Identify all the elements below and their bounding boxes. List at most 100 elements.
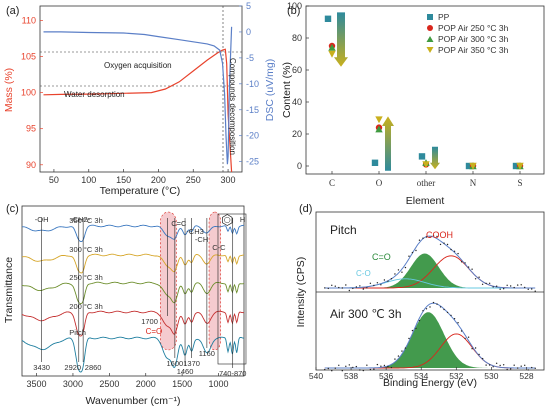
panel-c-aromatic-box [217, 213, 247, 365]
panel-a-ytick: 95 [26, 124, 36, 134]
panel-d-data-point [531, 288, 533, 290]
panel-d-frame [315, 211, 545, 371]
panel-a-y2tick: 0 [246, 27, 251, 37]
panel-d-data-point [527, 288, 529, 290]
panel-c-peak-label: 1370 [183, 359, 200, 368]
panel-d-data-point [439, 306, 442, 308]
panel-b-frame [305, 5, 545, 175]
panel-d-data-point [422, 310, 424, 312]
panel-d-data-point [516, 284, 519, 286]
panel-b-ytick: 80 [292, 33, 302, 43]
panel-d-data-point [485, 282, 487, 285]
panel-d-data-point [373, 368, 375, 370]
panel-b-marker-square [465, 162, 473, 170]
panel-d-data-point [432, 301, 435, 304]
panel-d-data-point [380, 365, 382, 367]
panel-a-frame [39, 5, 243, 173]
panel-d-data-point [425, 308, 428, 310]
panel-d-data-point [443, 308, 445, 311]
panel-d-data-point [338, 364, 340, 366]
panel-c-group-label: -OH [35, 215, 49, 224]
panel-a-ann-oxygen: Oxygen acquisition [104, 61, 172, 70]
panel-a-ylabel: Mass (%) [3, 68, 15, 112]
panel-b-marker-triangle-down [422, 161, 430, 169]
panel-a-xtick: 150 [116, 175, 131, 185]
panel-a-xtick: 50 [49, 175, 59, 185]
panel-a-ann-decomp: Compounds decomposition [228, 58, 237, 155]
panel-d-data-point [369, 282, 372, 284]
panel-a-y2label: DSC (uV/mg) [264, 59, 276, 121]
panel-d-data-point [527, 369, 529, 371]
panel-d-data-point [516, 367, 519, 369]
panel-d-data-point [509, 285, 512, 287]
panel-d-data-point [446, 311, 449, 314]
panel-d-data-point [474, 278, 477, 280]
panel-c-series-label: 350 °C 3h [69, 216, 102, 225]
panel-d-data-point [520, 284, 522, 286]
panel-d-data-point [345, 365, 347, 367]
panel-d-data-point [467, 266, 470, 268]
panel-a-mass-curve [43, 48, 233, 173]
panel-b-legend-marker [427, 25, 433, 31]
panel-d-data-point [495, 362, 498, 364]
panel-b-legend-label: POP Air 300 °C 3h [438, 34, 509, 44]
panel-a-ann-water: Water desorption [64, 90, 125, 99]
panel-d-data-point [524, 364, 526, 366]
panel-b-ytick: 60 [292, 65, 302, 75]
panel-b-ytick: 0 [297, 161, 302, 171]
panel-a-ytick: 110 [22, 15, 36, 25]
panel-d-ylabel: Intensity (CPS) [295, 257, 307, 328]
panel-d-data-point [509, 368, 512, 370]
panel-d-data-point [324, 368, 326, 371]
panel-a-label: (a) [6, 5, 19, 17]
benzene-ring [222, 214, 233, 226]
panel-d-data-point [362, 369, 365, 372]
panel-d-data-point [380, 284, 382, 286]
panel-a-ytick: 90 [26, 160, 36, 170]
panel-c-series-label: 300 °C 3h [69, 245, 102, 254]
panel-d-data-point [502, 364, 505, 366]
panel-d-data-point [418, 319, 421, 322]
panel-d-data-point [467, 336, 470, 338]
panel-d-data-point [520, 365, 522, 367]
panel-d-data-point [345, 284, 347, 286]
panel-a-xlabel: Temperature (°C) [100, 185, 181, 197]
panel-d-data-point [492, 366, 494, 368]
panel-d-data-point [401, 350, 403, 352]
panel-b-xlabel: Element [406, 195, 445, 207]
panel-c-series-label: 200 °C 3h [69, 302, 102, 311]
panel-d-data-point [453, 318, 456, 320]
panel-b-ytick: 40 [292, 97, 302, 107]
panel-d: (d) 540 538 536 534 532 530 528 Pitch Air 300 … [295, 203, 545, 389]
panel-b-marker-triangle-up [328, 43, 336, 51]
panel-d-data-point [415, 249, 417, 252]
panel-d-envelope [324, 302, 536, 369]
panel-b-xtick: S [517, 178, 522, 188]
panel-b-arrow-o [382, 116, 394, 171]
panel-c-series-label: Pitch [69, 328, 86, 337]
panel-d-data-point [488, 364, 491, 366]
panel-d-data-point [443, 242, 445, 244]
panel-d-data-point [411, 329, 414, 332]
panel-d-data-point [524, 286, 526, 289]
panel-d-data-point [534, 290, 536, 292]
panel-c-highlight-band [208, 211, 222, 351]
panel-a-xtick: 300 [221, 175, 236, 185]
panel-d-data-point [464, 262, 466, 264]
panel-d-data-point [478, 276, 480, 278]
panel-d-data-point [425, 236, 428, 238]
panel-d-label: (d) [299, 203, 312, 215]
panel-a-y2tick: -10 [246, 79, 259, 89]
panel-c-xtick: 2500 [99, 379, 119, 389]
panel-a-xtick: 100 [81, 175, 96, 185]
panel-b-legend-label: PP [438, 12, 450, 22]
panel-b-marker-square [512, 162, 520, 170]
panel-c-xtick: 1500 [172, 379, 192, 389]
panel-d-data-point [411, 251, 414, 254]
panel-d-data-point [408, 255, 410, 257]
panel-d-data-point [362, 288, 365, 290]
panel-d-data-point [369, 368, 372, 371]
panel-d-data-point [471, 268, 473, 270]
benzene-inner [224, 216, 231, 224]
